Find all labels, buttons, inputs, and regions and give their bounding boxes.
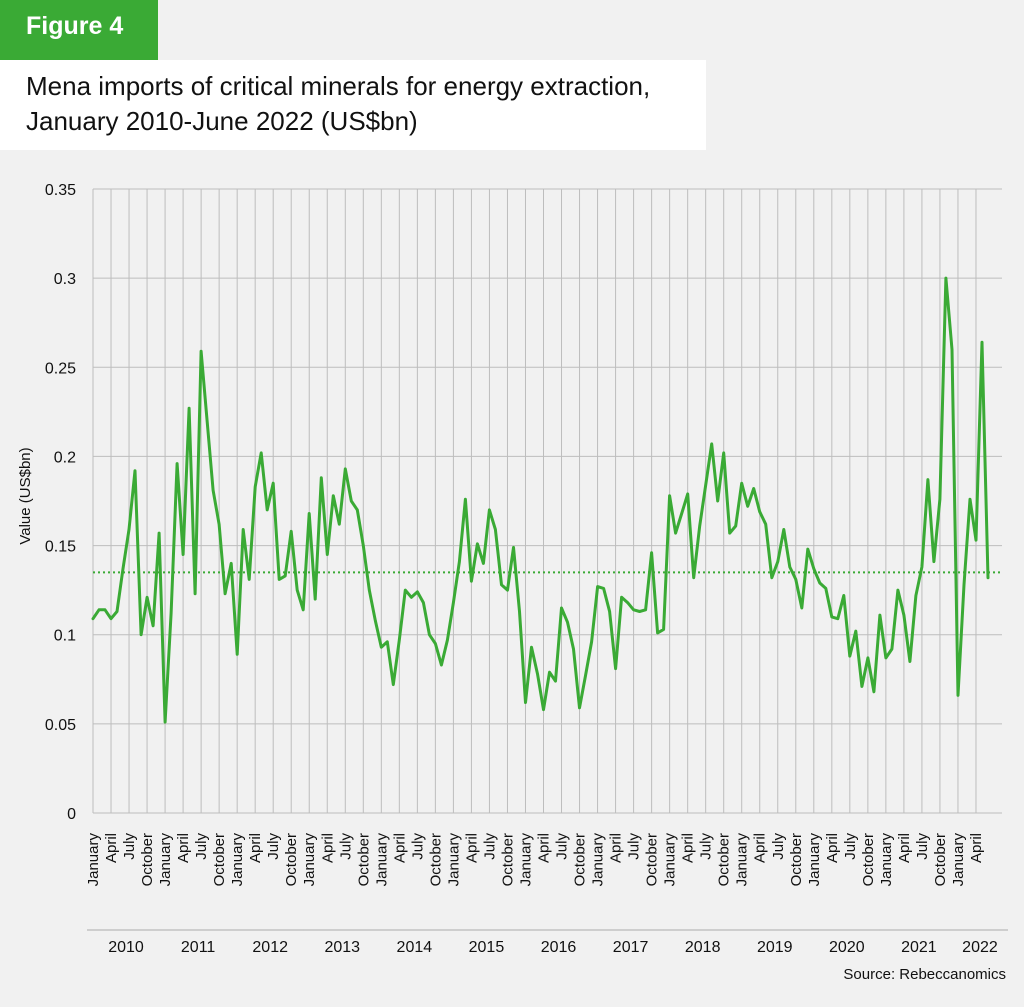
x-tick-label: October bbox=[932, 833, 949, 886]
figure-badge: Figure 4 bbox=[0, 0, 158, 60]
x-tick-label: January bbox=[517, 833, 534, 887]
chart-title-line-2: January 2010-June 2022 (US$bn) bbox=[26, 106, 418, 136]
year-label: 2012 bbox=[252, 939, 288, 956]
year-label: 2013 bbox=[324, 939, 360, 956]
x-tick-label: July bbox=[698, 833, 715, 860]
x-tick-label: January bbox=[157, 833, 174, 887]
year-label: 2016 bbox=[541, 939, 577, 956]
x-tick-label: October bbox=[283, 833, 300, 886]
x-tick-label: January bbox=[662, 833, 679, 887]
x-tick-label: October bbox=[139, 833, 156, 886]
x-tick-label: January bbox=[85, 833, 102, 887]
y-axis-label: Value (US$bn) bbox=[17, 447, 34, 544]
x-tick-label: January bbox=[950, 833, 967, 887]
x-tick-label: October bbox=[788, 833, 805, 886]
x-tick-label: April bbox=[752, 833, 769, 863]
x-tick-label: October bbox=[860, 833, 877, 886]
y-tick-label: 0.3 bbox=[54, 271, 76, 288]
x-tick-label: January bbox=[590, 833, 607, 887]
chart-title-box: Mena imports of critical minerals for en… bbox=[0, 60, 706, 150]
x-tick-label: October bbox=[572, 833, 589, 886]
y-tick-label: 0.1 bbox=[54, 628, 76, 645]
x-tick-label: April bbox=[824, 833, 841, 863]
x-tick-label: April bbox=[896, 833, 913, 863]
x-tick-label: January bbox=[878, 833, 895, 887]
x-tick-label: July bbox=[337, 833, 354, 860]
x-tick-label: April bbox=[175, 833, 192, 863]
x-tick-label: October bbox=[716, 833, 733, 886]
x-tick-label: July bbox=[265, 833, 282, 860]
y-tick-label: 0.35 bbox=[45, 182, 76, 199]
x-tick-label: April bbox=[319, 833, 336, 863]
x-tick-label: April bbox=[391, 833, 408, 863]
x-tick-label: July bbox=[193, 833, 210, 860]
chart-title-line-1: Mena imports of critical minerals for en… bbox=[26, 71, 651, 101]
x-tick-label: July bbox=[626, 833, 643, 860]
source-note: Source: Rebeccanomics bbox=[843, 966, 1006, 983]
x-tick-label: January bbox=[445, 833, 462, 887]
x-tick-label: October bbox=[499, 833, 516, 886]
y-tick-label: 0.25 bbox=[45, 360, 76, 377]
series-line bbox=[91, 276, 990, 724]
year-label: 2017 bbox=[613, 939, 649, 956]
year-label: 2021 bbox=[901, 939, 937, 956]
year-label: 2022 bbox=[962, 939, 998, 956]
y-tick-label: 0.2 bbox=[54, 449, 76, 466]
x-tick-label: October bbox=[355, 833, 372, 886]
x-tick-label: October bbox=[427, 833, 444, 886]
x-tick-label: April bbox=[968, 833, 985, 863]
x-tick-label: April bbox=[608, 833, 625, 863]
year-label: 2015 bbox=[469, 939, 505, 956]
x-tick-label: January bbox=[301, 833, 318, 887]
x-tick-label: April bbox=[463, 833, 480, 863]
year-label: 2010 bbox=[108, 939, 144, 956]
x-tick-label: July bbox=[914, 833, 931, 860]
x-tick-label: January bbox=[373, 833, 390, 887]
x-tick-label: July bbox=[121, 833, 138, 860]
x-tick-label: July bbox=[481, 833, 498, 860]
x-tick-label: July bbox=[770, 833, 787, 860]
x-tick-label: January bbox=[806, 833, 823, 887]
year-label: 2018 bbox=[685, 939, 721, 956]
x-tick-label: October bbox=[644, 833, 661, 886]
x-tick-label: January bbox=[734, 833, 751, 887]
x-tick-label: April bbox=[680, 833, 697, 863]
year-label: 2020 bbox=[829, 939, 865, 956]
x-tick-label: January bbox=[229, 833, 246, 887]
x-tick-label: April bbox=[103, 833, 120, 863]
x-tick-label: April bbox=[536, 833, 553, 863]
x-tick-label: July bbox=[409, 833, 426, 860]
y-tick-label: 0.05 bbox=[45, 717, 76, 734]
x-tick-label: October bbox=[211, 833, 228, 886]
figure-label: Figure 4 bbox=[26, 12, 124, 40]
x-tick-label: April bbox=[247, 833, 264, 863]
y-tick-label: 0.15 bbox=[45, 539, 76, 556]
y-tick-label: 0 bbox=[67, 806, 76, 823]
year-label: 2019 bbox=[757, 939, 793, 956]
year-label: 2011 bbox=[181, 939, 216, 956]
year-label: 2014 bbox=[397, 939, 433, 956]
x-tick-label: July bbox=[554, 833, 571, 860]
x-tick-label: July bbox=[842, 833, 859, 860]
